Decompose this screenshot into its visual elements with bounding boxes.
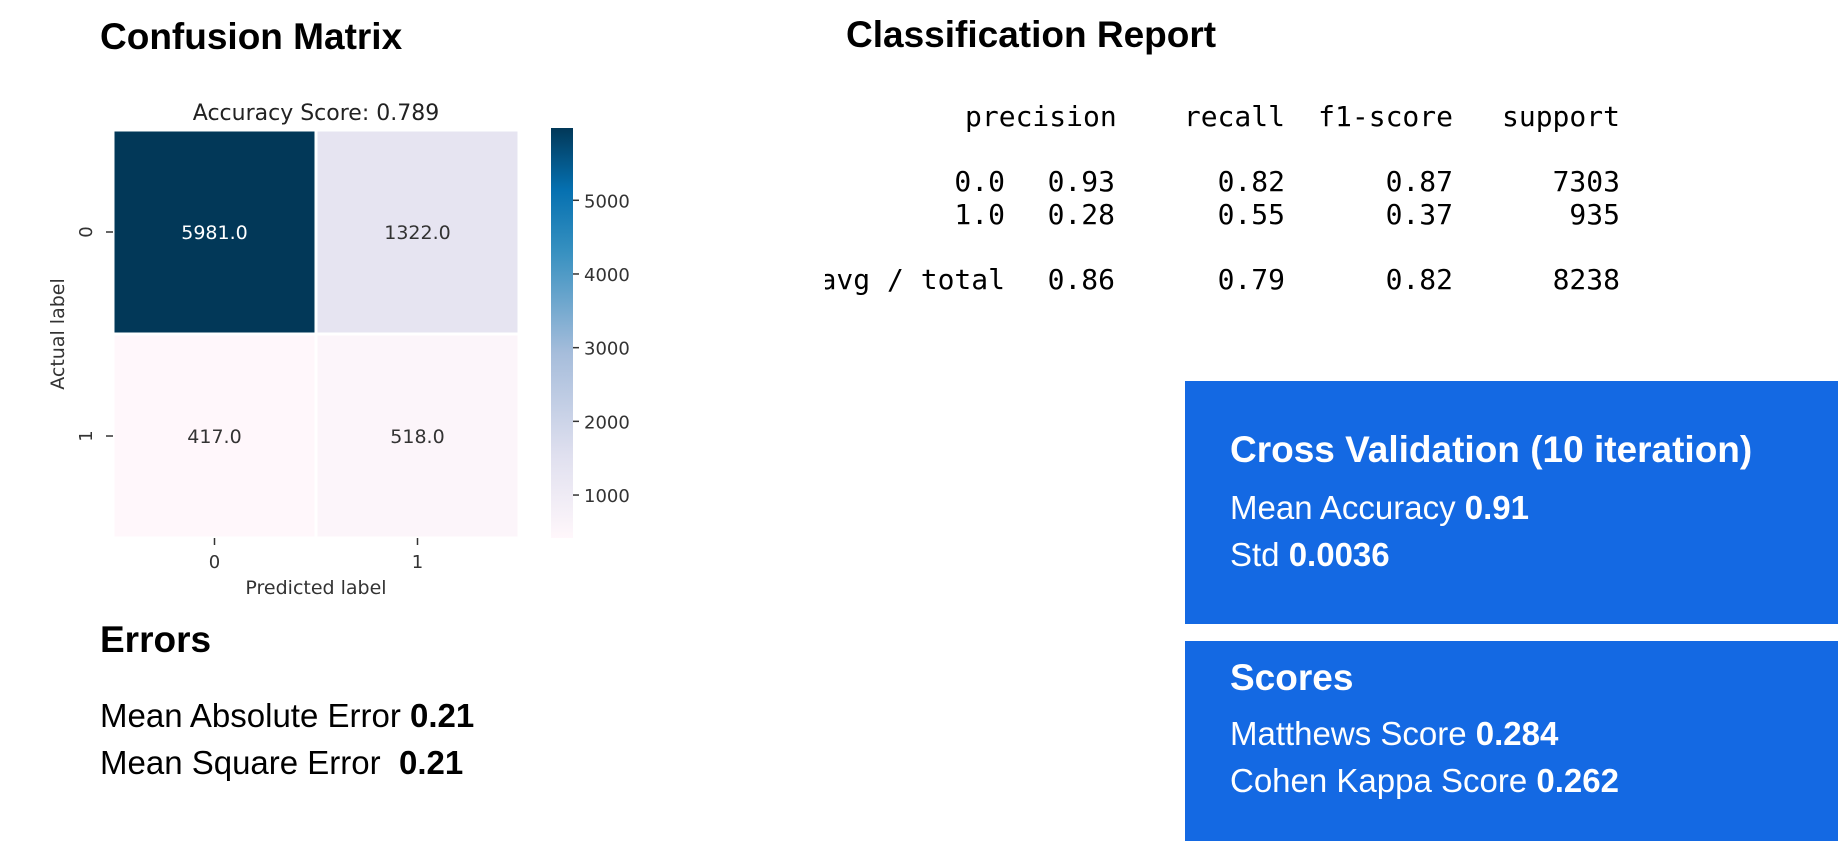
colorbar-tick-label: 1000 (584, 486, 630, 507)
matthews-value: 0.284 (1475, 715, 1559, 752)
cell-value-label: 417.0 (187, 426, 241, 448)
colorbar-tick-label: 4000 (584, 265, 630, 286)
matthews-score: Matthews Score 0.284 (1230, 715, 1558, 753)
heatmap-cell (314, 128, 521, 336)
x-tick-label: 1 (412, 552, 423, 573)
report-column-header: precision (965, 100, 1117, 133)
colorbar-tick-label: 2000 (584, 412, 630, 433)
std-label: Std (1230, 536, 1289, 573)
classification-report-table: precision recall f1-score support 0.0 0.… (825, 100, 1705, 320)
std-value: 0.0036 (1288, 536, 1390, 573)
report-cell: 0.93 (1047, 165, 1115, 198)
classification-report-heading: Classification Report (846, 14, 1217, 55)
report-cell: 8238 (1552, 263, 1620, 296)
report-column-header: support (1501, 100, 1620, 133)
report-cell: 7303 (1552, 165, 1620, 198)
std: Std 0.0036 (1230, 536, 1390, 574)
matthews-label: Matthews Score (1230, 715, 1476, 752)
report-cell: 0.37 (1385, 198, 1453, 231)
mean-accuracy: Mean Accuracy 0.91 (1230, 489, 1529, 527)
cohen-kappa-score: Cohen Kappa Score 0.262 (1230, 762, 1619, 800)
heatmap-cell (111, 332, 318, 540)
report-cell: 935 (1569, 198, 1620, 231)
cross-validation-title: Cross Validation (10 iteration) (1230, 429, 1753, 470)
y-axis-label: Actual label (47, 278, 69, 390)
mean-absolute-error: Mean Absolute Error 0.21 (100, 697, 474, 735)
report-column-header: f1-score (1318, 100, 1453, 133)
report-cell: 0.86 (1047, 263, 1115, 296)
scores-box: Scores Matthews Score 0.284 Cohen Kappa … (1185, 641, 1838, 841)
report-cell: 0.82 (1385, 263, 1453, 296)
cross-validation-box: Cross Validation (10 iteration) Mean Acc… (1185, 381, 1838, 624)
report-cell: 0.28 (1047, 198, 1115, 231)
y-tick-label: 1 (76, 430, 97, 441)
colorbar-tick-label: 5000 (584, 191, 630, 212)
x-axis-label: Predicted label (245, 577, 386, 599)
colorbar (551, 128, 573, 538)
report-row-label: avg / total (825, 263, 1005, 296)
report-cell: 0.55 (1217, 198, 1285, 231)
mean-square-error: Mean Square Error 0.21 (100, 744, 463, 782)
cohen-label: Cohen Kappa Score (1230, 762, 1537, 799)
cell-value-label: 1322.0 (384, 222, 450, 244)
confusion-matrix-chart: Accuracy Score: 0.789 5981.0 1322.0 417.0 51… (47, 101, 630, 599)
mae-label: Mean Absolute Error (100, 697, 410, 734)
x-tick-label: 0 (209, 552, 220, 573)
cell-value-label: 5981.0 (181, 222, 247, 244)
mse-value: 0.21 (398, 744, 464, 781)
confusion-matrix-heading: Confusion Matrix (100, 16, 403, 57)
report-cell: 0.87 (1385, 165, 1453, 198)
report-row-label: 1.0 (954, 198, 1005, 231)
report-column-header: recall (1183, 100, 1285, 133)
mse-label: Mean Square Error (100, 744, 399, 781)
errors-heading: Errors (100, 619, 212, 660)
y-tick-label: 0 (76, 226, 97, 237)
cohen-value: 0.262 (1536, 762, 1619, 799)
mean-accuracy-value: 0.91 (1464, 489, 1530, 526)
report-row-label: 0.0 (954, 165, 1005, 198)
report-cell: 0.79 (1217, 263, 1285, 296)
report-cell: 0.82 (1217, 165, 1285, 198)
scores-title: Scores (1230, 657, 1354, 698)
heatmap-cell (111, 128, 318, 336)
chart-title: Accuracy Score: 0.789 (193, 101, 439, 126)
colorbar-tick-label: 3000 (584, 339, 630, 360)
mae-value: 0.21 (410, 697, 475, 734)
mean-accuracy-label: Mean Accuracy (1230, 489, 1465, 526)
cell-value-label: 518.0 (390, 426, 444, 448)
